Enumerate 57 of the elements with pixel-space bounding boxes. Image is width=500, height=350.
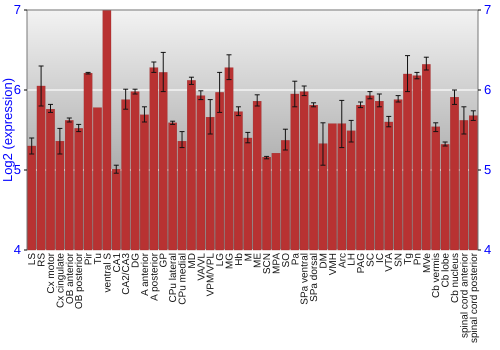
x-tick-label: SCN — [262, 253, 274, 274]
y2-tick-label: 7 — [484, 2, 492, 18]
x-tick-label: LS — [27, 252, 38, 266]
x-tick-label: DG — [130, 252, 142, 268]
x-tick-label: Tu — [92, 253, 104, 264]
x-tick-label: MVe — [422, 252, 433, 274]
x-tick-label: M — [243, 253, 254, 262]
x-tick-label: CPu lateral — [168, 253, 180, 302]
x-tick-label: spinal cord posterior — [468, 252, 480, 344]
x-tick-label: MPA — [271, 252, 282, 274]
y-axis-title: Log2 (expression) — [0, 78, 15, 182]
x-tick-label: Cx motor — [46, 252, 57, 294]
x-tick-label: ventral S — [102, 252, 114, 292]
y-tick-label: 5 — [14, 162, 21, 178]
x-tick-label: Cb vermis — [431, 253, 442, 298]
y2-tick-label: 5 — [484, 162, 492, 178]
x-tick-label: VTA — [384, 252, 396, 272]
x-tick-label: Pn — [412, 253, 424, 266]
x-tick-label: Hb — [234, 252, 245, 266]
y2-tick-label: 4 — [484, 242, 492, 258]
x-tick-label: Cb lobe — [440, 252, 452, 288]
x-tick-label: DM — [318, 253, 330, 269]
x-tick-label: GP — [158, 252, 170, 268]
x-tick-label: Pa — [290, 252, 302, 266]
x-tick-label: OB posterior — [74, 252, 86, 310]
x-tick-label: RS — [36, 252, 48, 267]
x-tick-label: CA1 — [112, 252, 123, 272]
x-tick-label: LG — [215, 252, 226, 266]
x-tick-label: spinal cord anterior — [459, 252, 470, 338]
x-tick-label: VA/VL — [196, 252, 208, 281]
x-tick-label: VMH — [328, 253, 339, 276]
y-tick-label: 4 — [14, 242, 21, 258]
x-tick-label: PAG — [356, 252, 368, 274]
x-tick-label: CA2/CA3 — [121, 252, 132, 295]
x-tick-label: Arc — [337, 253, 348, 268]
x-tick-label: IC — [374, 253, 386, 263]
x-tick-label: VPM/VPL — [206, 252, 217, 296]
x-tick-label: Cx cingulate — [55, 252, 66, 308]
x-tick-label: CPu medial — [178, 253, 189, 305]
x-tick-label: MG — [224, 252, 236, 270]
x-tick-label: ME — [252, 252, 264, 268]
y-tick-label: 7 — [14, 2, 21, 18]
x-tick-label: MD — [186, 253, 198, 269]
x-tick-label: Tg — [403, 253, 414, 265]
x-tick-label: OB anterior — [64, 252, 76, 304]
x-tick-label: Cb nucleus — [450, 253, 462, 304]
x-tick-label: SO — [280, 252, 292, 268]
x-tick-label: Pir — [84, 252, 95, 266]
y2-tick-label: 6 — [484, 82, 492, 98]
x-tick-label: LH — [346, 253, 358, 266]
x-tick-label: SN — [394, 253, 405, 267]
y-tick-label: 6 — [14, 82, 21, 98]
x-tick-label: SC — [365, 253, 376, 267]
x-tick-label: SPa ventral — [300, 253, 311, 305]
x-tick-label: A anterior — [140, 252, 151, 296]
x-tick-label: A posterior — [149, 252, 160, 301]
x-tick-label: SPa dorsal — [309, 253, 320, 302]
